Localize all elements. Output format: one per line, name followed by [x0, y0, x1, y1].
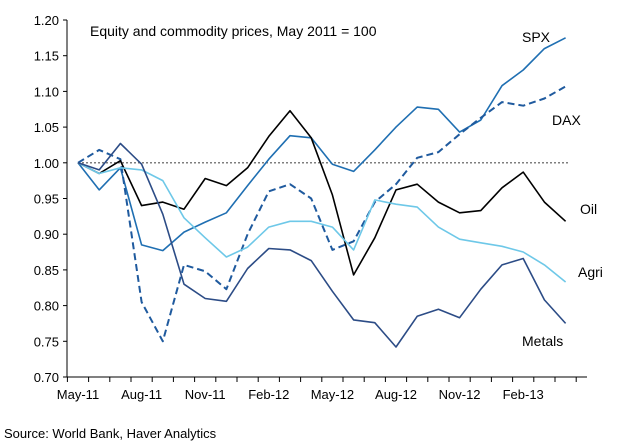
x-tick-label: Nov-11 [185, 387, 226, 402]
series-label-dax: DAX [552, 112, 581, 128]
x-tick-label: Aug-11 [121, 387, 162, 402]
series-line-agri [77, 162, 567, 283]
y-tick-label: 1.15 [34, 49, 59, 64]
x-tick-label: May-12 [311, 387, 354, 402]
series-label-agri: Agri [578, 264, 603, 280]
y-tick-label: 1.20 [34, 13, 59, 28]
chart-series-labels: SPX DAX Oil Agri Metals [522, 29, 603, 349]
y-tick-label: 1.00 [34, 156, 59, 171]
y-tick-label: 0.90 [34, 227, 59, 242]
y-tick-label: 1.05 [34, 120, 59, 135]
y-tick-label: 0.95 [34, 192, 59, 207]
x-tick-label: May-11 [57, 387, 99, 402]
source-note: Source: World Bank, Haver Analytics [4, 426, 217, 441]
x-tick-label: Nov-12 [439, 387, 481, 402]
series-line-spx [77, 37, 566, 252]
chart-axes: 0.70 0.75 0.80 0.85 0.90 0.95 1.00 1.05 1.10 1.15… [34, 13, 587, 402]
y-tick-label: 0.80 [34, 299, 59, 314]
y-tick-label: 1.10 [34, 84, 59, 99]
chart-title: Equity and commodity prices, May 2011 = … [90, 23, 377, 39]
series-line-metals [77, 142, 567, 348]
x-tick-label: Feb-12 [248, 387, 289, 402]
series-label-oil: Oil [580, 201, 597, 217]
y-tick-label: 0.85 [34, 263, 59, 278]
series-line-oil [77, 109, 567, 276]
chart-series [77, 37, 567, 348]
series-label-metals: Metals [522, 333, 563, 349]
series-label-spx: SPX [522, 29, 551, 45]
x-tick-label: Aug-12 [375, 387, 417, 402]
series-line-dax [77, 85, 567, 343]
y-tick-label: 0.75 [34, 334, 59, 349]
y-tick-label: 0.70 [34, 370, 59, 385]
x-tick-label: Feb-13 [503, 387, 544, 402]
